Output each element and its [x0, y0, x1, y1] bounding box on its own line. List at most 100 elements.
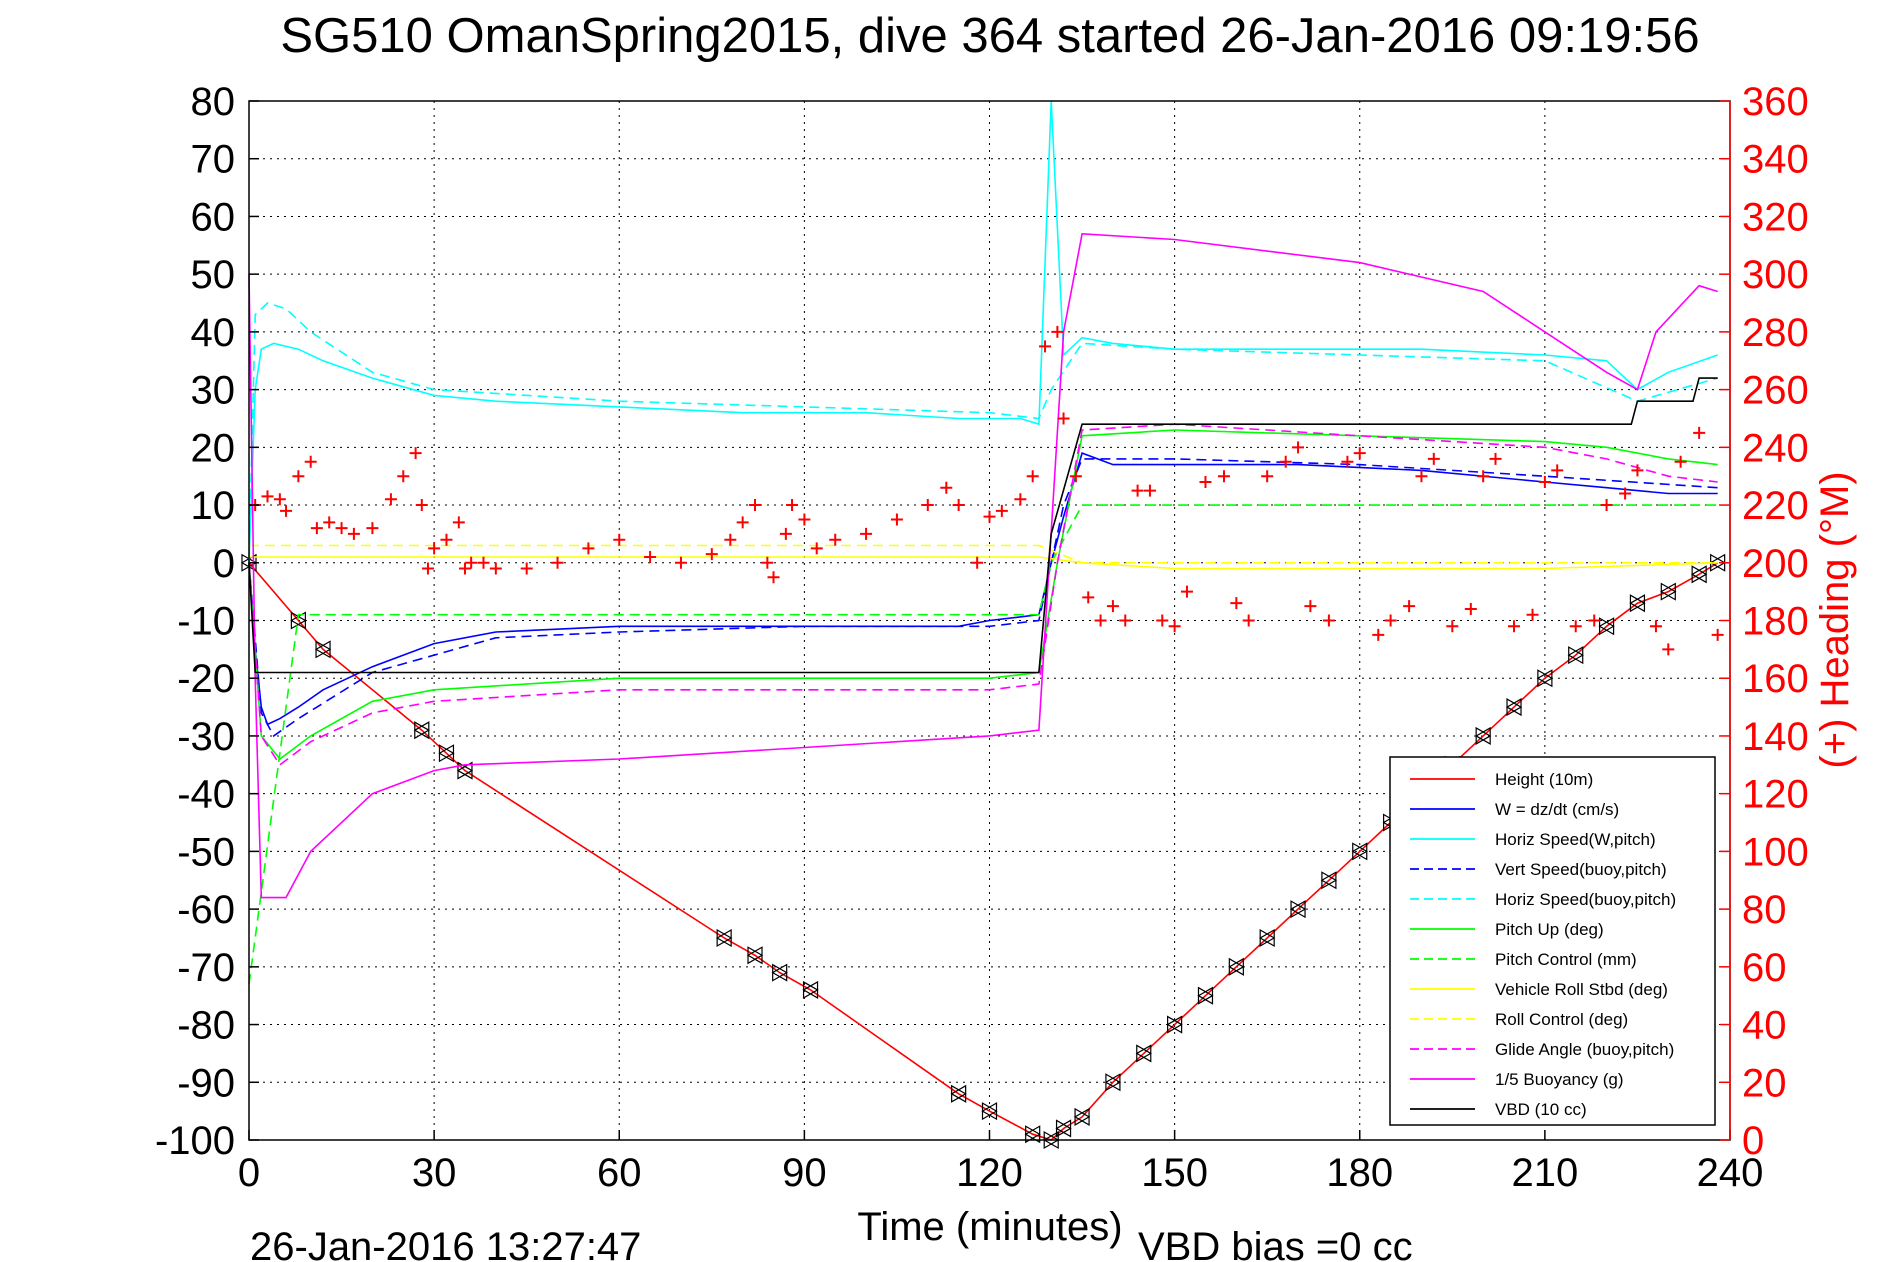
- height-marker: [1474, 726, 1492, 745]
- heading-point: [1538, 475, 1551, 488]
- height-marker: [1055, 1119, 1072, 1138]
- height-marker: [438, 744, 455, 763]
- heading-point: [292, 470, 305, 483]
- legend-label: Glide Angle (buoy,pitch): [1495, 1040, 1674, 1059]
- heading-point: [421, 562, 434, 575]
- y-tick-label: 50: [191, 253, 236, 297]
- height-marker: [1228, 957, 1245, 976]
- y-tick-label: 80: [191, 80, 236, 124]
- x-tick-label: 30: [412, 1151, 457, 1195]
- heading-point: [1051, 325, 1064, 338]
- x-tick-label: 180: [1326, 1151, 1393, 1195]
- heading-point: [280, 504, 293, 517]
- series-heading-m: [249, 325, 1724, 656]
- height-marker: [1258, 928, 1276, 948]
- heading-point: [273, 493, 286, 506]
- height-marker: [1567, 646, 1584, 665]
- heading-point: [1069, 470, 1082, 483]
- y-tick-label: 70: [191, 138, 236, 182]
- height-marker: [1629, 594, 1646, 613]
- legend-box: [1389, 756, 1716, 1126]
- legend-label: W = dz/dt (cm/s): [1495, 800, 1619, 819]
- legend-label: Vehicle Roll Stbd (deg): [1495, 980, 1668, 999]
- y2-tick-label: 120: [1742, 773, 1809, 817]
- heading-point: [1279, 455, 1292, 468]
- y2-tick-label: 20: [1742, 1061, 1787, 1105]
- y-tick-label: -80: [177, 1004, 235, 1048]
- y2-axis-label: (+) Heading (°M): [1813, 471, 1857, 768]
- height-marker: [1024, 1125, 1041, 1144]
- heading-point: [810, 542, 823, 555]
- x-axis-label: Time (minutes): [857, 1205, 1122, 1249]
- heading-point: [1693, 426, 1706, 439]
- height-marker: [1289, 900, 1307, 919]
- heading-point: [952, 499, 965, 512]
- heading-point: [409, 447, 422, 460]
- y2-tick-label: 280: [1742, 311, 1809, 355]
- heading-point: [1131, 484, 1144, 497]
- heading-point: [1662, 643, 1675, 656]
- heading-point: [465, 556, 478, 569]
- y2-tick-label: 0: [1742, 1119, 1764, 1163]
- heading-point: [1057, 412, 1070, 425]
- x-tick-label: 240: [1697, 1151, 1764, 1195]
- heading-point: [1464, 602, 1477, 615]
- height-marker: [1598, 617, 1615, 636]
- heading-point: [1384, 614, 1397, 627]
- heading-point: [1082, 591, 1095, 604]
- heading-point: [347, 527, 360, 540]
- height-marker: [1320, 871, 1338, 890]
- height-marker: [1351, 842, 1368, 861]
- heading-point: [983, 510, 996, 523]
- heading-point: [921, 499, 934, 512]
- heading-point: [724, 533, 737, 546]
- heading-point: [323, 516, 336, 529]
- heading-point: [1341, 455, 1354, 468]
- heading-point: [1353, 447, 1366, 460]
- y2-tick-label: 360: [1742, 80, 1809, 124]
- height-marker: [1690, 565, 1708, 584]
- heading-point: [452, 516, 465, 529]
- series-height-10m: [248, 562, 1719, 1141]
- heading-point: [1106, 600, 1119, 613]
- y2-axis-ticks: 3603403203002802602402202001801601401201…: [1720, 80, 1809, 1163]
- heading-point: [940, 481, 953, 494]
- height-marker: [715, 928, 733, 948]
- heading-point: [749, 499, 762, 512]
- heading-point: [489, 562, 502, 575]
- heading-point: [1569, 620, 1582, 633]
- y-tick-label: -70: [177, 946, 235, 990]
- series-1-5-buoyancy-g: [248, 232, 1718, 899]
- heading-point: [705, 548, 718, 561]
- height-marker: [771, 963, 788, 982]
- y-tick-label: -10: [177, 600, 235, 644]
- x-axis-ticks: 0 30 60 90 120 150 180 210 240: [238, 1130, 1764, 1195]
- heading-point: [261, 490, 274, 503]
- height-marker: [1536, 669, 1554, 688]
- heading-point: [310, 522, 323, 535]
- legend: Height (10m) W = dz/dt (cm/s) Horiz Speed(…: [1389, 756, 1716, 1126]
- y2-tick-label: 200: [1742, 542, 1809, 586]
- series-layer: [240, 100, 1726, 1150]
- heading-point: [736, 516, 749, 529]
- height-marker: [1505, 698, 1523, 717]
- heading-point: [761, 556, 774, 569]
- heading-point: [477, 556, 490, 569]
- height-marker: [746, 946, 764, 965]
- heading-point: [971, 556, 984, 569]
- legend-label: Horiz Speed(buoy,pitch): [1495, 890, 1676, 909]
- y-tick-label: -100: [155, 1119, 235, 1163]
- heading-point: [1489, 452, 1502, 465]
- heading-point: [1711, 628, 1724, 641]
- series-horiz-speed-buoy-pitch: [248, 302, 1718, 563]
- height-marker: [981, 1102, 998, 1121]
- heading-point: [1526, 608, 1539, 621]
- heading-point: [1322, 614, 1335, 627]
- heading-point: [1588, 614, 1601, 627]
- y-tick-label: 40: [191, 311, 236, 355]
- y-tick-label: -40: [177, 773, 235, 817]
- legend-label: Vert Speed(buoy,pitch): [1495, 860, 1667, 879]
- y2-tick-label: 40: [1742, 1004, 1787, 1048]
- y2-tick-label: 300: [1742, 253, 1809, 297]
- series-glide-angle-buoy-pitch: [248, 423, 1718, 766]
